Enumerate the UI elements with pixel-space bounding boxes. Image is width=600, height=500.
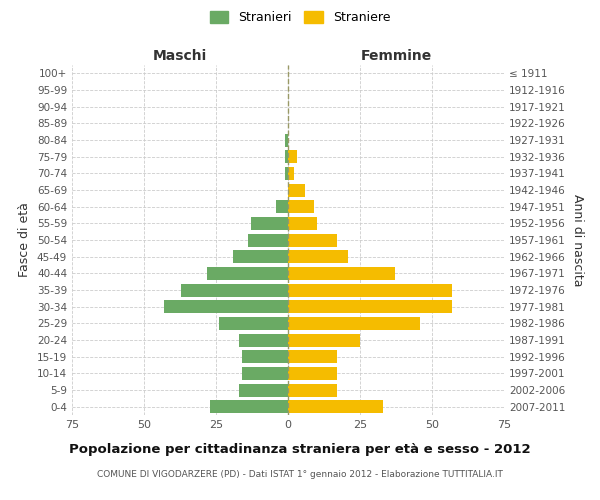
Bar [288,384,337,396]
Bar [288,200,314,213]
Bar [210,400,288,413]
Bar [288,150,296,163]
Text: Femmine: Femmine [361,48,431,62]
Bar [248,234,288,246]
Bar [288,267,395,280]
Bar [285,167,288,180]
Bar [242,367,288,380]
Bar [288,350,337,363]
Bar [288,300,452,313]
Bar [288,167,294,180]
Text: COMUNE DI VIGODARZERE (PD) - Dati ISTAT 1° gennaio 2012 - Elaborazione TUTTITALI: COMUNE DI VIGODARZERE (PD) - Dati ISTAT … [97,470,503,479]
Bar [288,234,337,246]
Bar [277,200,288,213]
Bar [239,384,288,396]
Bar [239,334,288,346]
Bar [181,284,288,296]
Bar [285,134,288,146]
Bar [208,267,288,280]
Bar [288,317,421,330]
Bar [164,300,288,313]
Bar [251,217,288,230]
Bar [219,317,288,330]
Bar [288,184,305,196]
Bar [288,367,337,380]
Bar [288,284,452,296]
Bar [285,150,288,163]
Bar [233,250,288,263]
Y-axis label: Anni di nascita: Anni di nascita [571,194,584,286]
Bar [288,334,360,346]
Bar [288,250,349,263]
Bar [288,217,317,230]
Text: Maschi: Maschi [153,48,207,62]
Legend: Stranieri, Straniere: Stranieri, Straniere [205,6,395,29]
Bar [288,400,383,413]
Text: Popolazione per cittadinanza straniera per età e sesso - 2012: Popolazione per cittadinanza straniera p… [69,442,531,456]
Bar [242,350,288,363]
Y-axis label: Fasce di età: Fasce di età [19,202,31,278]
